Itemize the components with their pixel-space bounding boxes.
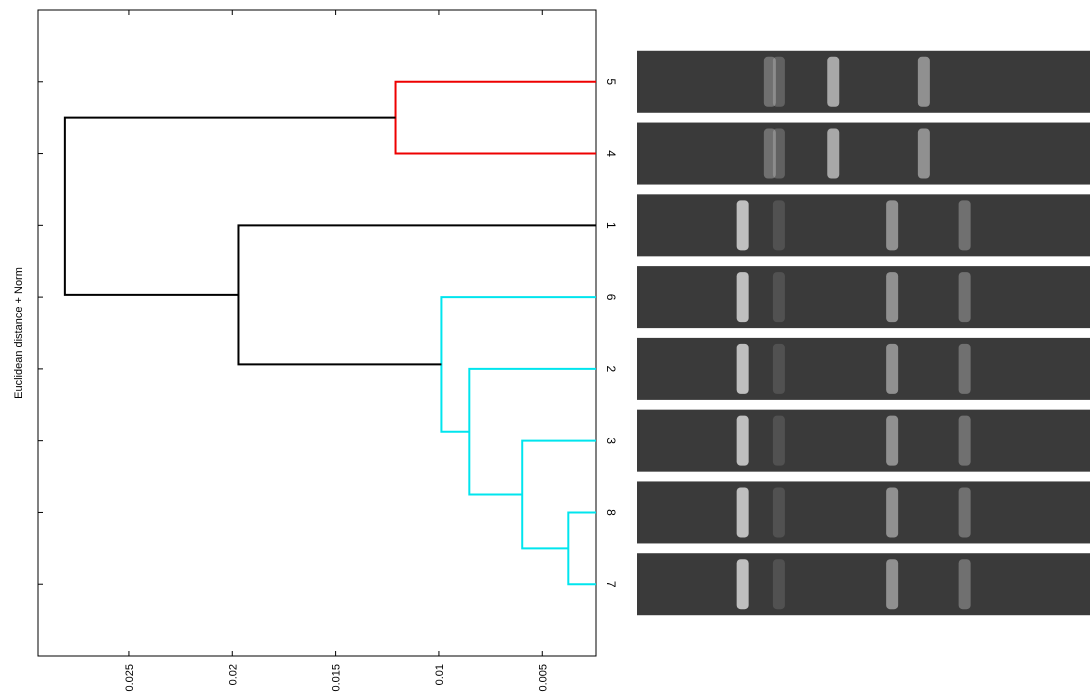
gel-strip [637,266,1090,328]
leaf-label: 1 [604,222,618,229]
gel-band [773,57,785,107]
gel-band [737,272,749,322]
gel-band [827,129,839,179]
dendrogram-link [238,225,596,364]
x-tick-label: 0.015 [331,664,343,692]
gel-band [886,272,898,322]
leaf-label: 7 [604,581,618,588]
gel-strip [637,481,1090,543]
gel-band [773,416,785,466]
leaf-label: 8 [604,509,618,516]
gel-strip [637,51,1090,113]
dendrogram-link [65,118,396,295]
gel-band [773,200,785,250]
leaf-label: 4 [604,150,618,157]
x-tick-label: 0.02 [227,664,239,685]
plot-frame [38,10,596,656]
y-axis-label: Euclidean distance + Norm [13,267,25,399]
gel-strip [637,194,1090,256]
chart: Euclidean distance + Norm 0.0250.020.015… [0,0,1092,697]
gel-strip [637,123,1090,185]
gel-band [773,129,785,179]
leaf-label: 6 [604,294,618,301]
gel-band [959,200,971,250]
gel-band [886,487,898,537]
gel-band [773,559,785,609]
gel-band [918,129,930,179]
gel-band [959,559,971,609]
gel-band [886,559,898,609]
leaf-label: 2 [604,366,618,373]
x-tick-label: 0.025 [124,664,136,692]
gel-strip [637,553,1090,615]
gel-band [959,344,971,394]
dendrogram-link [568,512,596,584]
gel-band [918,57,930,107]
gel-band [959,487,971,537]
gel-band [737,487,749,537]
gel-band [886,200,898,250]
gel-strip [637,410,1090,472]
gel-band [959,416,971,466]
gel-band [827,57,839,107]
gel-band [886,416,898,466]
gel-band [737,559,749,609]
gel-band [959,272,971,322]
gel-images [637,51,1090,615]
dendrogram-link [396,82,596,154]
dendrogram-link [441,297,596,432]
gel-band [773,272,785,322]
gel-band [737,416,749,466]
gel-band [773,344,785,394]
gel-band [737,344,749,394]
x-tick-label: 0.005 [537,664,549,692]
x-tick-label: 0.01 [434,664,446,685]
leaf-label: 5 [604,78,618,85]
dendrogram-link [522,441,596,549]
gel-band [737,200,749,250]
gel-band [773,487,785,537]
dendrogram-link [469,369,596,495]
gel-strip [637,338,1090,400]
leaf-label: 3 [604,437,618,444]
gel-band [886,344,898,394]
